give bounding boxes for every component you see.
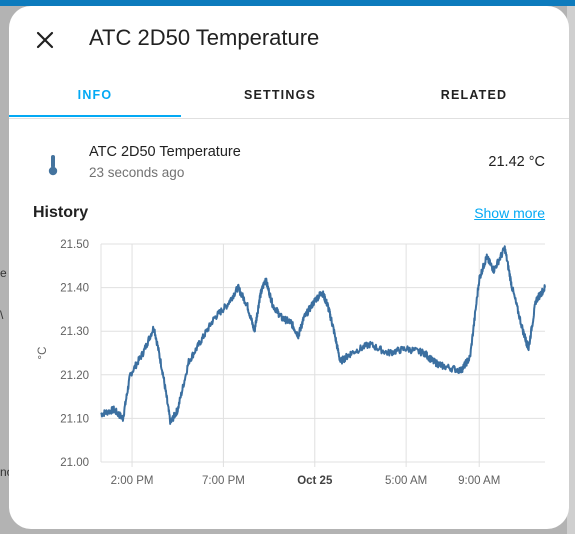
backdrop-header-bar <box>0 0 575 6</box>
y-tick-label: 21.20 <box>60 370 89 382</box>
history-chart[interactable]: 21.50 21.40 21.30 21.20 21.10 21.00 2:00 PM 7:0… <box>9 228 569 488</box>
temperature-series-line <box>100 245 546 425</box>
y-tick-label: 21.50 <box>60 239 89 251</box>
dialog-title: ATC 2D50 Temperature <box>89 25 320 50</box>
close-button[interactable] <box>31 26 59 54</box>
backdrop-scrollbar <box>567 6 575 534</box>
tab-settings[interactable]: SETTINGS <box>243 88 317 102</box>
entity-last-changed: 23 seconds ago <box>89 165 185 180</box>
entity-state: 21.42 °C <box>488 154 545 170</box>
y-tick-label: 21.30 <box>60 326 89 338</box>
x-tick-label: 9:00 AM <box>458 475 500 487</box>
y-tick-label: 21.40 <box>60 283 89 295</box>
x-tick-label: Oct 25 <box>297 475 333 487</box>
tab-related[interactable]: RELATED <box>440 88 508 102</box>
show-more-link[interactable]: Show more <box>474 205 545 221</box>
y-tick-label: 21.10 <box>60 413 89 425</box>
close-icon <box>36 31 54 49</box>
y-tick-label: 21.00 <box>60 457 89 469</box>
entity-row[interactable]: ATC 2D50 Temperature 23 seconds ago 21.4… <box>9 141 569 191</box>
backdrop-text-fragment: \ <box>0 308 4 322</box>
history-title: History <box>33 204 89 221</box>
active-tab-indicator <box>9 115 181 117</box>
x-tick-label: 7:00 PM <box>202 475 245 487</box>
x-tick-label: 5:00 AM <box>385 475 427 487</box>
tab-info[interactable]: INFO <box>77 88 113 102</box>
thermometer-icon <box>48 155 58 176</box>
y-axis-label: °C <box>37 347 49 360</box>
more-info-dialog: ATC 2D50 Temperature INFO SETTINGS RELAT… <box>9 6 569 529</box>
entity-name: ATC 2D50 Temperature <box>89 144 241 160</box>
x-tick-label: 2:00 PM <box>111 475 154 487</box>
tab-bar: INFO SETTINGS RELATED <box>9 78 569 119</box>
backdrop-text-fragment: e <box>0 266 7 280</box>
